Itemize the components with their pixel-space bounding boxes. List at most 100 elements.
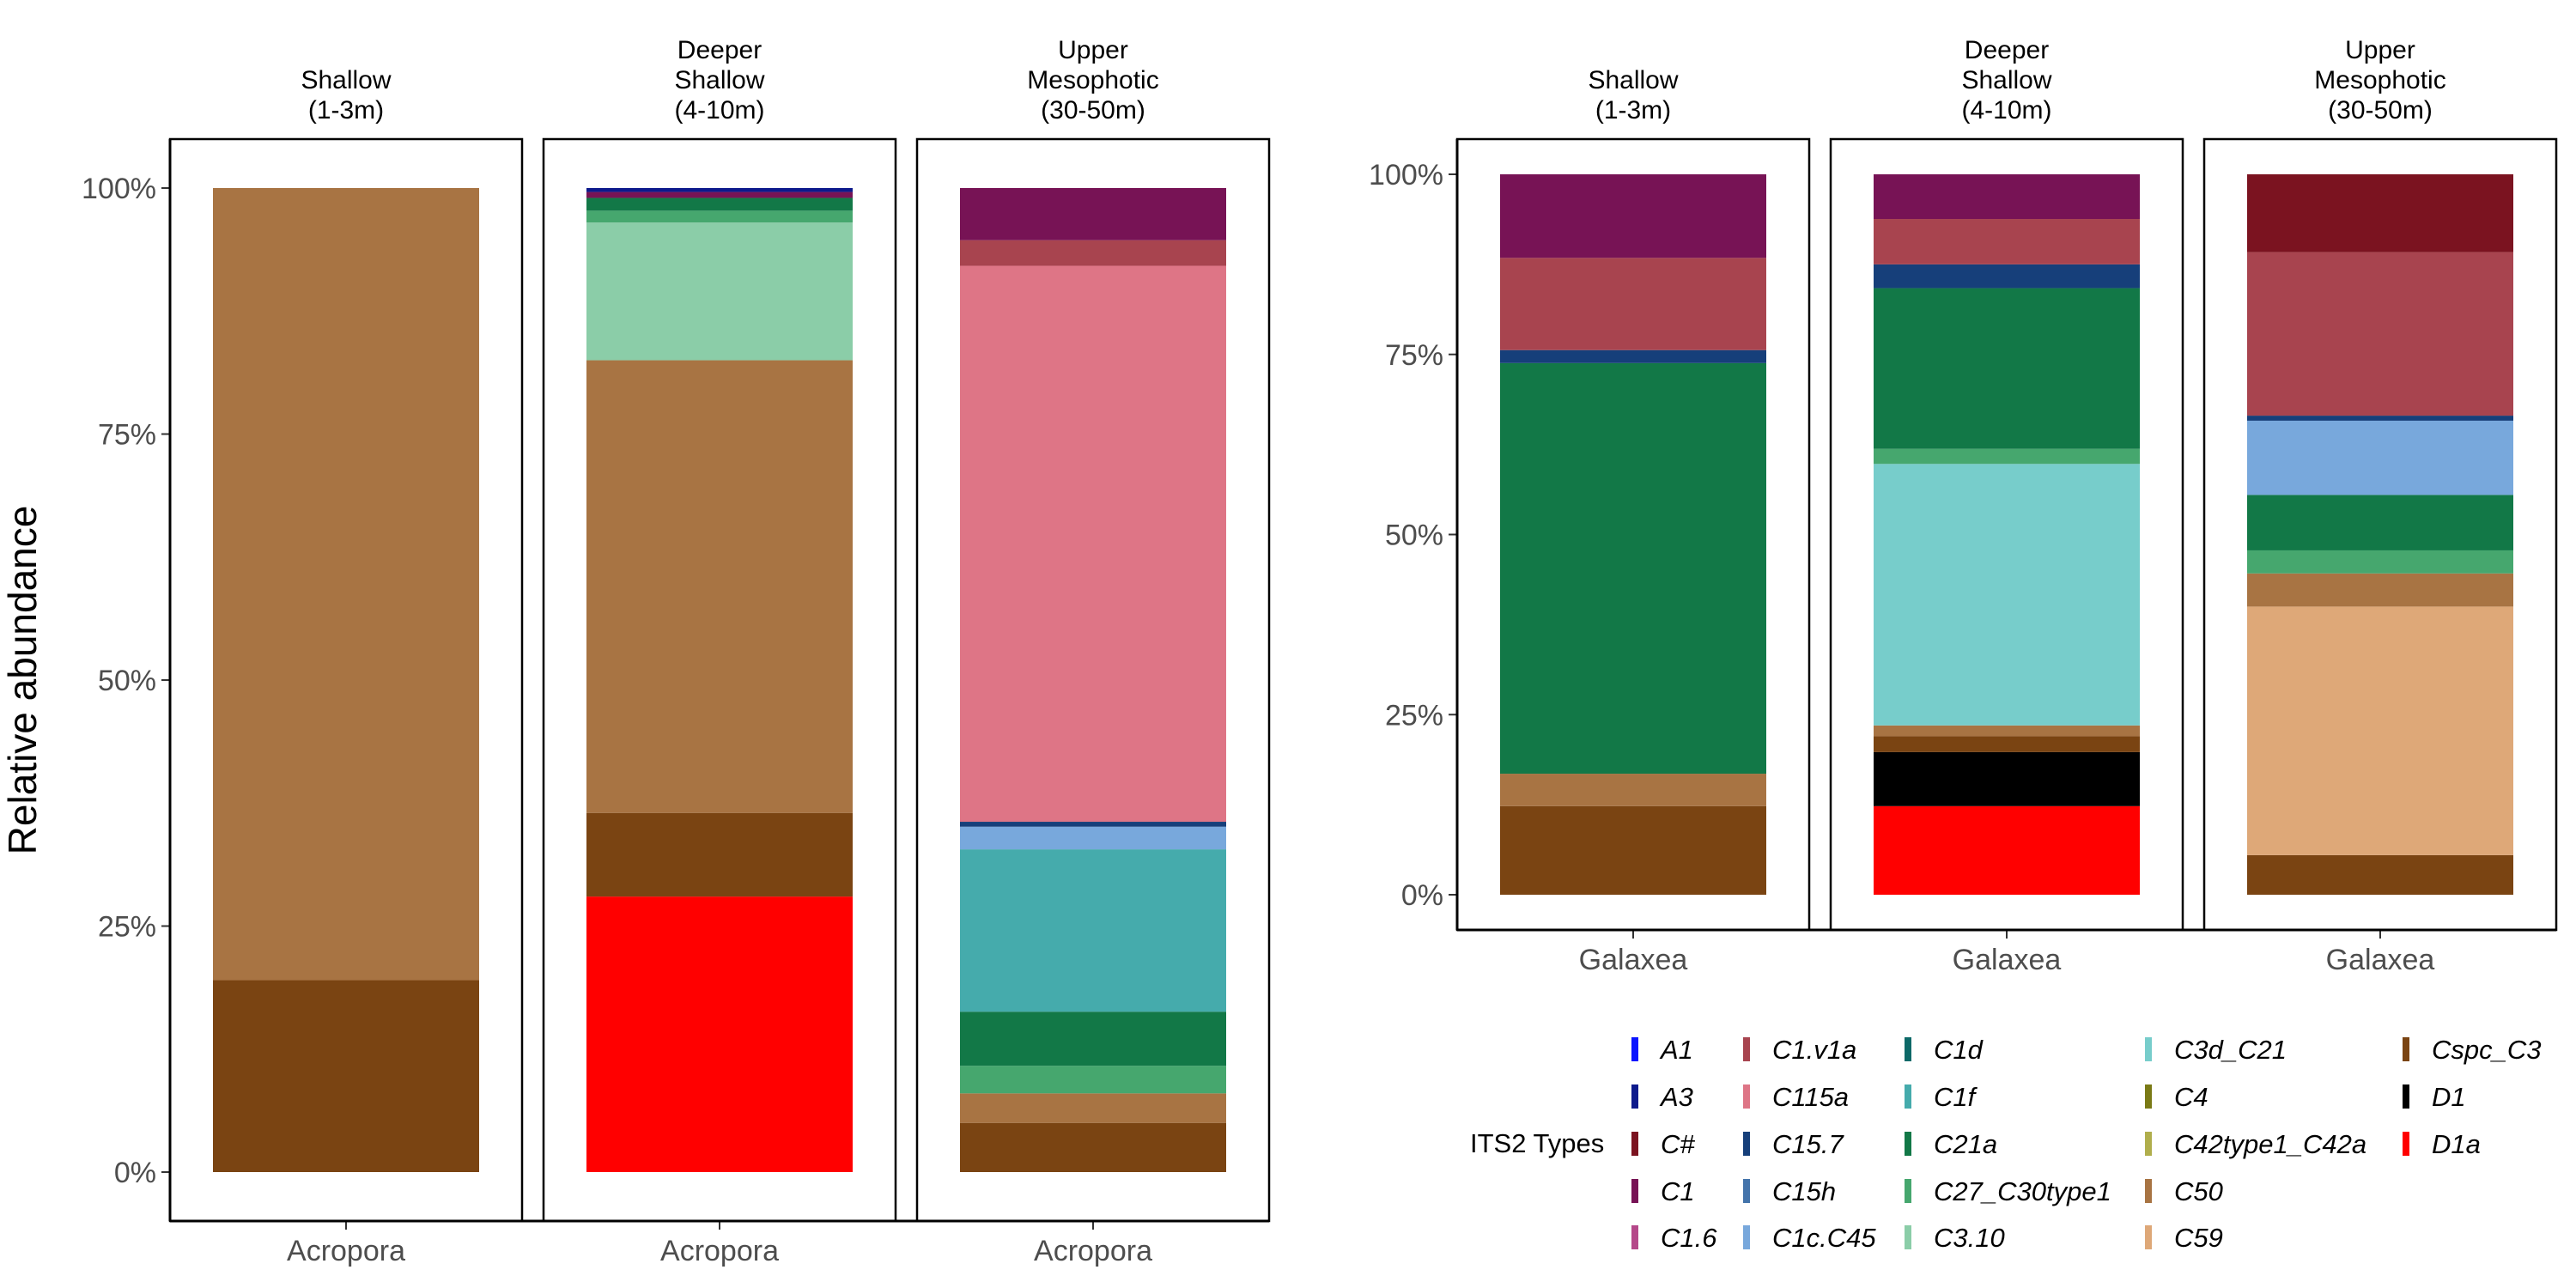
facet-strip-label: Deeper (1965, 36, 2049, 64)
bar-segment (960, 240, 1226, 266)
legend-swatch (2145, 1225, 2152, 1249)
bar-segment (1874, 751, 2140, 806)
bar-segment (586, 812, 853, 897)
legend-label: C42type1_C42a (2174, 1129, 2366, 1159)
legend-swatch (1743, 1084, 1750, 1109)
bar-segment (2247, 495, 2513, 550)
y-tick-label: 0% (1401, 879, 1443, 912)
facet-strip-label: Mesophotic (2314, 66, 2445, 94)
bar-segment (960, 1093, 1226, 1123)
legend-label: C1f (1934, 1082, 1978, 1112)
x-tick-label: Acropora (660, 1235, 779, 1267)
legend-swatch (1631, 1132, 1638, 1156)
bar-segment (960, 822, 1226, 827)
legend-swatch (1905, 1225, 1911, 1249)
legend-label: C1.6 (1661, 1223, 1717, 1253)
legend-swatch (1905, 1037, 1911, 1061)
legend-swatch (1743, 1037, 1750, 1061)
facet-strip-label: Upper (1058, 36, 1128, 64)
bar-segment (960, 1066, 1226, 1094)
bar-segment (1500, 362, 1766, 775)
bar-segment (960, 1122, 1226, 1172)
bar-segment (586, 222, 853, 361)
legend-label: C1 (1661, 1176, 1695, 1206)
bar-segment (1874, 805, 2140, 895)
legend-label: C# (1661, 1129, 1695, 1159)
y-tick-label: 50% (98, 665, 156, 697)
legend-label: C3d_C21 (2174, 1035, 2287, 1065)
bar-segment (1500, 258, 1766, 350)
legend-label: D1a (2432, 1129, 2481, 1159)
bar-segment (2247, 174, 2513, 252)
legend-swatch (1743, 1179, 1750, 1203)
legend-label: C59 (2174, 1223, 2223, 1253)
facet-strip-label: (30-50m) (2328, 96, 2433, 125)
legend-swatch (1631, 1037, 1638, 1061)
bar-segment (1874, 448, 2140, 465)
bar-segment (1874, 725, 2140, 737)
bar-segment (586, 360, 853, 813)
bar-segment (960, 849, 1226, 1012)
bar-segment (2247, 416, 2513, 421)
x-tick-label: Galaxea (2326, 944, 2435, 976)
bar-segment (1874, 464, 2140, 726)
y-tick-label: 100% (82, 173, 156, 205)
bar-segment (1874, 288, 2140, 449)
bar-segment (2247, 854, 2513, 895)
y-tick-label: 75% (1385, 339, 1443, 372)
bar-segment (2247, 252, 2513, 416)
bar-segment (213, 980, 479, 1172)
bar-segment (960, 265, 1226, 823)
legend-label: C4 (2174, 1082, 2208, 1112)
bar-segment (1874, 219, 2140, 264)
legend-swatch (1743, 1225, 1750, 1249)
legend-label: C21a (1934, 1129, 1997, 1159)
facet-strip-label: Shallow (1588, 66, 1678, 94)
facet-strip-label: Upper (2345, 36, 2415, 64)
legend-swatch (2403, 1084, 2409, 1109)
legend-swatch (2145, 1179, 2152, 1203)
legend-swatch (2403, 1132, 2409, 1156)
legend-swatch (1631, 1084, 1638, 1109)
bar-segment (960, 826, 1226, 850)
legend-swatch (2145, 1084, 2152, 1109)
bar-segment (586, 210, 853, 223)
legend-label: C27_C30type1 (1934, 1176, 2111, 1206)
facet-strip-label: (4-10m) (1961, 96, 2051, 125)
bar-segment (213, 188, 479, 981)
y-tick-label: 0% (114, 1157, 156, 1189)
y-tick-label: 50% (1385, 519, 1443, 552)
facet-strip-label: (1-3m) (1595, 96, 1671, 125)
bar-segment (1500, 774, 1766, 806)
bar-segment (1500, 174, 1766, 258)
bar-segment (2247, 420, 2513, 495)
y-axis-label: Relative abundance (0, 506, 45, 855)
facet-strip-label: (1-3m) (308, 96, 384, 125)
facet-strip-label: Shallow (301, 66, 391, 94)
legend-swatch (2145, 1132, 2152, 1156)
bar-segment (1500, 349, 1766, 363)
legend-swatch (1905, 1084, 1911, 1109)
legend-label: A3 (1659, 1082, 1693, 1112)
bar-segment (1874, 264, 2140, 289)
bar-segment (586, 191, 853, 198)
bar-segment (1874, 736, 2140, 752)
legend-swatch (1631, 1179, 1638, 1203)
galaxea-plot: 0% 25% 50% 75% 100% Shallow(1-3m) Galaxea Deepe… (1369, 36, 2558, 976)
y-tick-label: 25% (1385, 699, 1443, 732)
x-tick-label: Acropora (287, 1235, 405, 1267)
x-tick-label: Galaxea (1579, 944, 1688, 976)
bar-segment (2247, 606, 2513, 855)
y-tick-label: 100% (1369, 159, 1443, 191)
bar-segment (1500, 805, 1766, 895)
legend-title: ITS2 Types (1470, 1128, 1604, 1158)
bar-segment (586, 896, 853, 1172)
facet-strip-label: Mesophotic (1027, 66, 1158, 94)
legend-label: C115a (1772, 1082, 1849, 1112)
legend-label: Cspc_C3 (2432, 1035, 2542, 1065)
legend-swatch (2145, 1037, 2152, 1061)
